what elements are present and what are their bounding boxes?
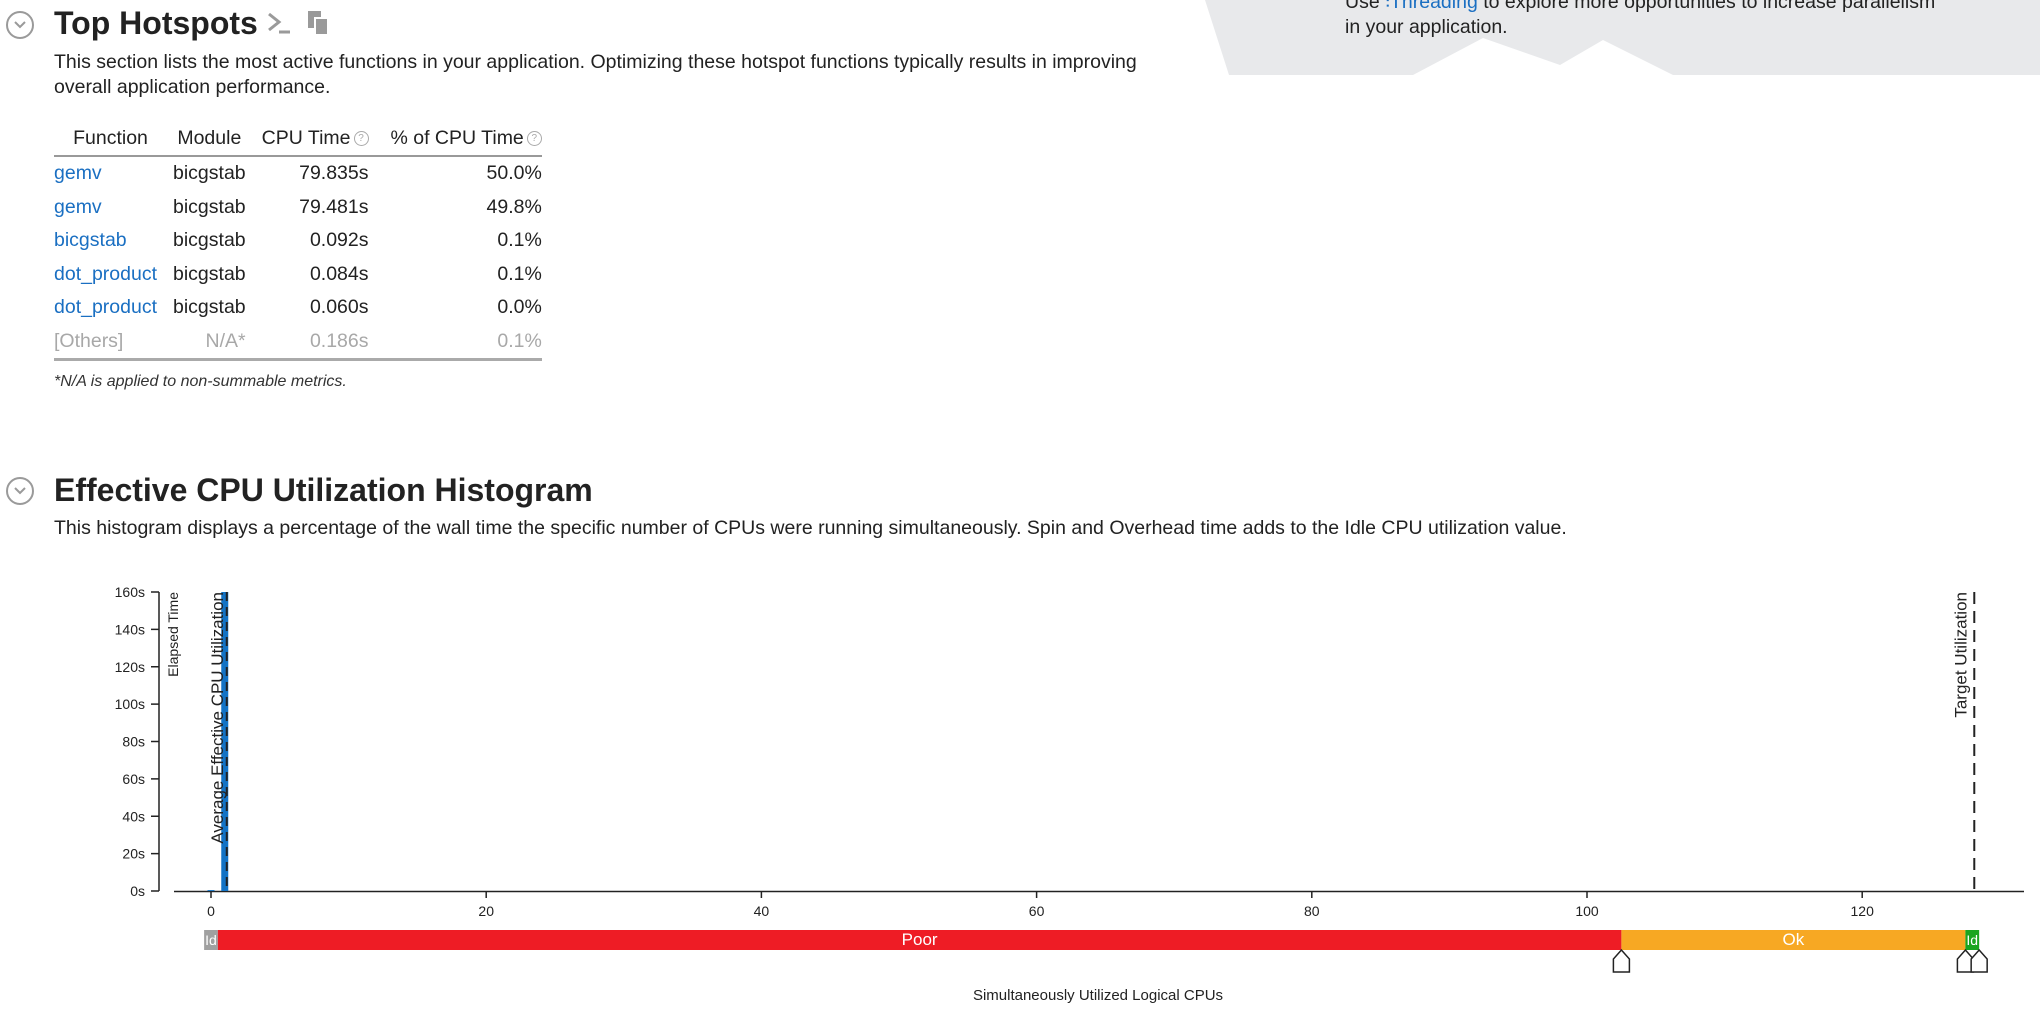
zone-threshold-handle[interactable] [1612,948,1631,973]
y-tick-label: 160s [115,584,145,600]
table-row: dot_product bicgstab 0.084s 0.1% [54,258,542,292]
target-utilization-label: Target Utilization [1951,592,1970,718]
module-cell: bicgstab [173,195,246,218]
hotspots-description: This section lists the most active funct… [54,51,1137,98]
console-prompt-icon[interactable] [266,9,292,37]
column-header-cpu-time[interactable]: CPU Time? [254,122,377,156]
footnote: *N/A is applied to non-summable metrics. [54,373,347,390]
function-link[interactable]: gemv [54,162,102,185]
utilization-zone [1621,930,1966,950]
help-icon[interactable]: ? [353,131,369,147]
utilization-zone [204,930,218,950]
tip-line2: in your application. [1345,16,1508,38]
x-tick-label: 80 [1304,903,1320,919]
pct-cell: 49.8% [486,195,542,218]
column-header-pct-cpu-time[interactable]: % of CPU Time? [377,122,542,156]
utilization-zone-label: Id [1966,932,1978,948]
x-tick-label: 100 [1575,903,1599,919]
utilization-zone [217,930,1622,950]
callout-shape [1205,0,2040,75]
help-icon[interactable]: ? [526,131,542,147]
y-tick-label: 120s [115,659,145,675]
column-header-function[interactable]: Function [73,127,148,149]
y-tick-label: 60s [122,771,145,787]
x-tick-label: 20 [478,903,494,919]
average-utilization-label: Average Effective CPU Utilization [208,592,227,844]
cpu-time-cell: 79.835s [299,162,369,185]
function-link[interactable]: gemv [54,195,102,218]
x-tick-label: 40 [754,903,770,919]
y-tick-label: 20s [122,846,145,862]
tip-callout: Use ⫶Threading to explore more opportuni… [1205,0,2040,75]
function-link[interactable]: dot_product [54,296,157,319]
histogram-description: This histogram displays a percentage of … [54,517,1567,539]
x-tick-label: 0 [207,903,215,919]
table-row: gemv bicgstab 79.481s 49.8% [54,191,542,225]
collapse-hotspots-button[interactable] [6,11,34,39]
collapse-histogram-button[interactable] [6,477,34,505]
x-tick-label: 60 [1029,903,1045,919]
y-tick-label: 40s [122,808,145,824]
y-tick-label: 80s [122,734,145,750]
y-tick-label: 0s [130,883,145,899]
histogram-bar [221,592,229,891]
table-row-others: [Others] N/A* 0.186s 0.1% [54,325,542,360]
module-cell: bicgstab [173,296,246,319]
table-row: dot_product bicgstab 0.060s 0.0% [54,291,542,325]
pct-cell: 0.1% [497,229,542,252]
pct-cell: 0.1% [497,329,542,352]
histogram-chart: 0s 20s 40s 60s 80s 100s 120s 140s 160s Elapsed Ti… [115,584,2024,1004]
column-header-module[interactable]: Module [177,127,242,149]
utilization-zone-label: Ok [1783,930,1805,949]
module-cell: bicgstab [173,162,246,185]
tip-suffix: to explore more opportunities to increas… [1483,0,1936,13]
utilization-zone [1965,930,1980,950]
section-title: Effective CPU Utilization Histogram [54,472,593,508]
y-tick-label: 100s [115,696,145,712]
histogram-bar [207,890,215,892]
tip-prefix: Use [1345,0,1380,13]
threading-link[interactable]: Threading [1389,0,1478,13]
chevron-down-icon [14,21,26,29]
utilization-zone-label: Id [205,932,217,948]
function-link[interactable]: bicgstab [54,229,127,252]
function-link[interactable]: dot_product [54,262,157,285]
zone-threshold-handle[interactable] [1970,948,1988,973]
module-cell: bicgstab [173,262,246,285]
hotspots-table: Function Module CPU Time? % of CPU Time?… [54,122,542,361]
table-row: gemv bicgstab 79.835s 50.0% [54,156,542,191]
cpu-time-cell: 0.092s [309,229,369,252]
x-tick-label: 120 [1851,903,1875,919]
module-cell: bicgstab [173,229,246,252]
page-title: Top Hotspots [54,5,258,41]
utilization-zone-label: Poor [902,930,938,949]
pct-cell: 0.0% [497,296,542,319]
table-row: bicgstab bicgstab 0.092s 0.1% [54,224,542,258]
cpu-time-cell: 0.060s [309,296,369,319]
copy-icon[interactable] [306,9,332,37]
cpu-time-cell: 79.481s [299,195,369,218]
y-tick-label: 140s [115,621,145,637]
y-axis-label: Elapsed Time [165,592,181,677]
chevron-down-icon [14,487,26,495]
table-header-row: Function Module CPU Time? % of CPU Time? [54,122,542,156]
others-label: [Others] [54,329,124,352]
threading-icon: ⫶ [1385,0,1390,13]
pct-cell: 50.0% [486,162,542,185]
x-axis-label: Simultaneously Utilized Logical CPUs [973,987,1223,1004]
cpu-time-cell: 0.084s [309,262,369,285]
module-cell: N/A* [205,329,246,352]
cpu-time-cell: 0.186s [309,329,369,352]
pct-cell: 0.1% [497,262,542,285]
